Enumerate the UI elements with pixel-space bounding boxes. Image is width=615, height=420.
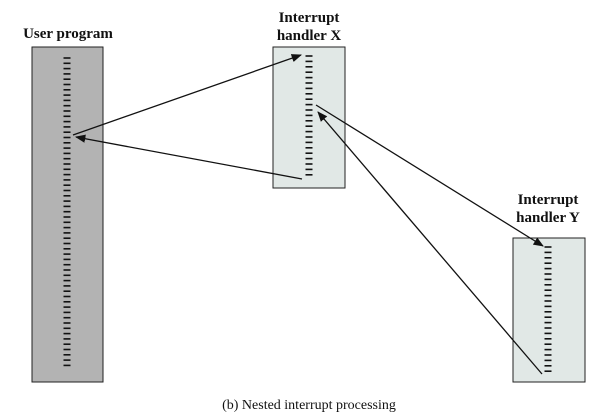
arrow-interrupt-to-handler-x (72, 54, 302, 136)
arrow-return-to-handler-x (317, 111, 543, 375)
user-program-block (31, 46, 104, 383)
arrow-interrupt-to-handler-y (315, 104, 544, 247)
handler-y-block (512, 237, 586, 383)
user-program-instruction-ticks (63, 57, 71, 367)
handler-x-title-line-1: Interrupt (279, 10, 340, 26)
arrow-return-to-user-program (74, 134, 303, 180)
handler-y-title-line-2: handler Y (516, 210, 580, 226)
handler-y-instruction-ticks (544, 246, 552, 373)
handler-y-title-line-1: Interrupt (518, 192, 579, 208)
handler-x-title-line-2: handler X (277, 28, 341, 44)
handler-x-instruction-ticks (305, 55, 313, 176)
handler-x-block (272, 46, 346, 189)
user-program-title: User program (23, 26, 113, 42)
diagram-caption: (b) Nested interrupt processing (222, 398, 396, 413)
